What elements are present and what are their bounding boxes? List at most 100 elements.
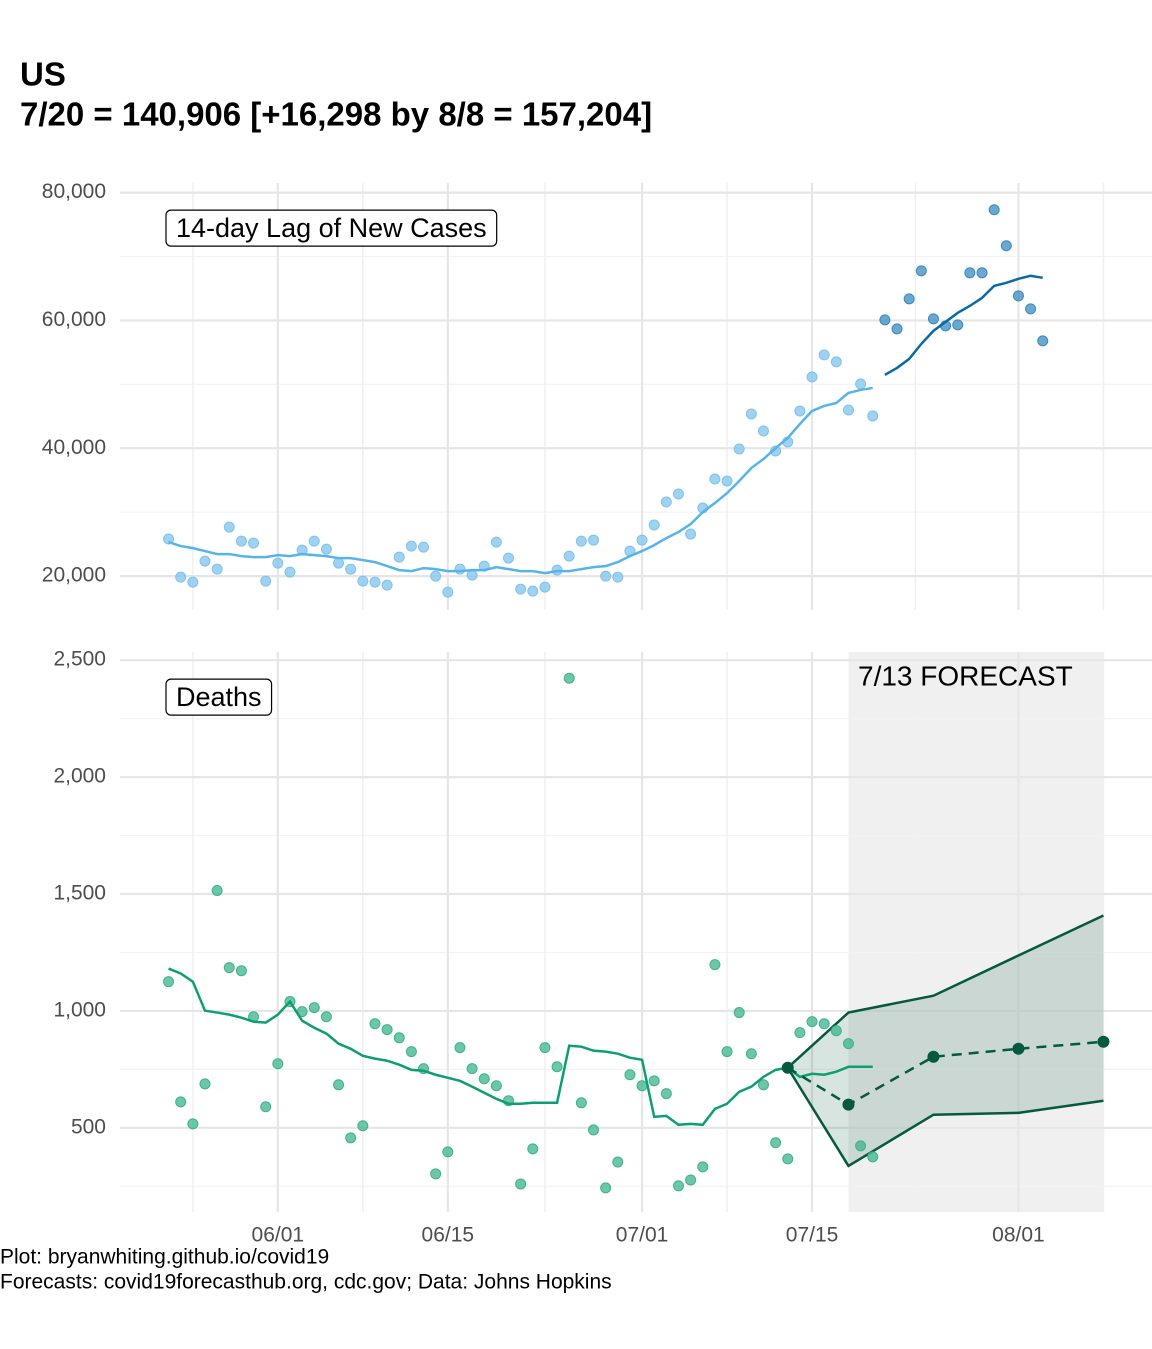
y-tick-label: 40,000 bbox=[42, 436, 106, 459]
point bbox=[867, 410, 879, 422]
point bbox=[648, 1075, 660, 1087]
point bbox=[733, 1007, 745, 1019]
point bbox=[636, 1080, 648, 1092]
point bbox=[806, 1016, 818, 1028]
forecast-point bbox=[1097, 1035, 1110, 1048]
point bbox=[381, 579, 393, 591]
point bbox=[855, 1140, 867, 1152]
point bbox=[612, 571, 624, 583]
point bbox=[1037, 335, 1049, 347]
title: US bbox=[20, 56, 66, 93]
point bbox=[454, 1042, 466, 1054]
point bbox=[357, 575, 369, 587]
line bbox=[168, 386, 873, 575]
point bbox=[163, 976, 175, 988]
x-tick-label: 07/01 bbox=[616, 1224, 669, 1247]
point bbox=[818, 1018, 830, 1030]
point bbox=[345, 1132, 357, 1144]
point bbox=[369, 1018, 381, 1030]
point bbox=[600, 570, 612, 582]
point bbox=[442, 586, 454, 598]
point bbox=[903, 293, 915, 305]
point bbox=[272, 557, 284, 569]
point bbox=[782, 1153, 794, 1165]
point bbox=[333, 557, 345, 569]
point bbox=[964, 267, 976, 279]
point bbox=[418, 541, 430, 553]
point bbox=[733, 443, 745, 455]
point bbox=[551, 1061, 563, 1073]
point bbox=[345, 563, 357, 575]
y-tick-label: 2,500 bbox=[53, 648, 106, 671]
point bbox=[333, 1079, 345, 1091]
forecast-point bbox=[842, 1098, 855, 1111]
point bbox=[697, 1161, 709, 1173]
point bbox=[842, 1038, 854, 1050]
point bbox=[648, 519, 660, 531]
y-tick-label: 1,000 bbox=[53, 998, 106, 1021]
point bbox=[454, 563, 466, 575]
point bbox=[515, 1178, 527, 1190]
point bbox=[442, 1146, 454, 1158]
point bbox=[600, 1182, 612, 1194]
point bbox=[235, 535, 247, 547]
point bbox=[636, 534, 648, 546]
point bbox=[952, 319, 964, 331]
panel-label: Deaths bbox=[176, 682, 262, 712]
point bbox=[430, 1168, 442, 1180]
point bbox=[260, 575, 272, 587]
forecast-shade bbox=[848, 652, 1104, 1212]
point bbox=[199, 555, 211, 567]
point bbox=[235, 965, 247, 977]
forecast-bound bbox=[786, 1067, 1104, 1168]
point bbox=[685, 1174, 697, 1186]
point bbox=[260, 1101, 272, 1113]
point bbox=[672, 488, 684, 500]
point bbox=[175, 1096, 187, 1108]
point bbox=[721, 475, 733, 487]
point bbox=[660, 496, 672, 508]
point bbox=[211, 884, 223, 896]
point bbox=[842, 404, 854, 416]
point bbox=[308, 535, 320, 547]
x-tick-label: 08/01 bbox=[992, 1224, 1045, 1247]
point bbox=[393, 1032, 405, 1044]
point bbox=[199, 1078, 211, 1090]
point bbox=[272, 1058, 284, 1070]
point bbox=[527, 585, 539, 597]
point bbox=[563, 550, 575, 562]
point bbox=[794, 1027, 806, 1039]
panel: 20,000 40,000 60,000 80,000 14-day Lag of Ne… bbox=[42, 180, 1152, 610]
point bbox=[794, 405, 806, 417]
point bbox=[745, 1048, 757, 1060]
point bbox=[624, 1069, 636, 1081]
point bbox=[211, 563, 223, 575]
point bbox=[1025, 303, 1037, 315]
y-tick-label: 60,000 bbox=[42, 308, 106, 331]
forecast-band bbox=[787, 915, 1104, 1166]
point bbox=[1012, 290, 1024, 302]
point bbox=[660, 1088, 672, 1100]
point bbox=[405, 1046, 417, 1058]
point bbox=[478, 1073, 490, 1085]
point bbox=[745, 408, 757, 420]
point bbox=[369, 576, 381, 588]
x-tick-label: 07/15 bbox=[786, 1224, 839, 1247]
panel-label: 14-day Lag of New Cases bbox=[176, 213, 487, 243]
point bbox=[320, 543, 332, 555]
plot-area bbox=[120, 183, 1152, 610]
point bbox=[248, 537, 260, 549]
point bbox=[539, 581, 551, 593]
forecast-bound bbox=[786, 914, 1104, 1069]
point bbox=[223, 962, 235, 974]
y-tick-label: 500 bbox=[71, 1115, 106, 1138]
subtitle: 7/20 = 140,906 [+16,298 by 8/8 = 157,204… bbox=[20, 96, 652, 133]
point bbox=[539, 1042, 551, 1054]
panel-label-box bbox=[165, 678, 273, 716]
point bbox=[575, 1097, 587, 1109]
point bbox=[830, 356, 842, 368]
point bbox=[988, 204, 1000, 216]
point bbox=[405, 540, 417, 552]
point bbox=[1000, 240, 1012, 252]
